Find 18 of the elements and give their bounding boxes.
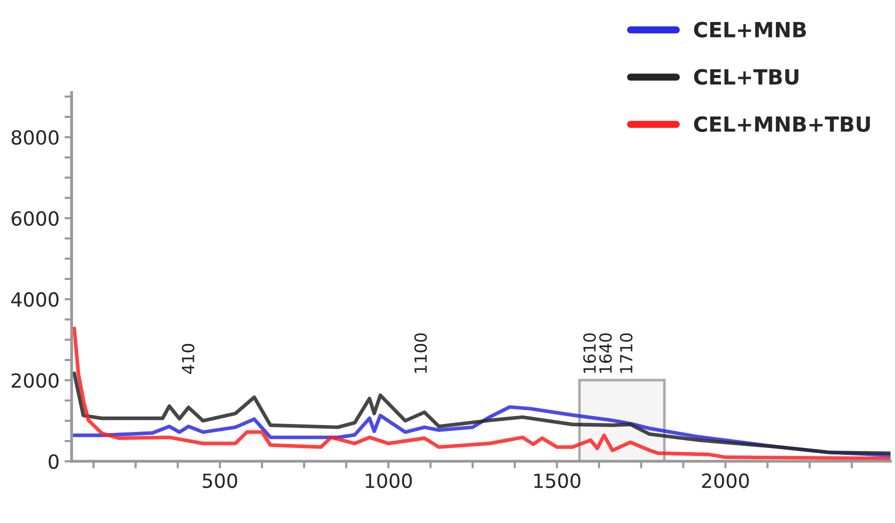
y-tick-label: 4000: [11, 292, 58, 307]
annotation: 1640: [599, 333, 612, 373]
annotation: 410: [182, 344, 194, 374]
y-tick-label: 8000: [12, 130, 58, 145]
y-tick-label: 2000: [12, 373, 58, 388]
x-tick-label: 500: [202, 473, 238, 488]
legend-label: CEL+MNB: [694, 22, 806, 38]
y-tick-label: 0: [48, 454, 59, 469]
legend-label: CEL+TBU: [694, 68, 798, 85]
x-tick-label: 1000: [366, 473, 412, 488]
annotation: 1610: [583, 333, 596, 373]
annotation: 1100: [414, 333, 427, 373]
y-tick-label: 6000: [12, 211, 58, 226]
x-tick-label: 2000: [702, 473, 749, 488]
x-tick-label: 1500: [534, 473, 580, 488]
legend-label: CEL+MNB+TBU: [694, 116, 870, 132]
annotation: 1710: [620, 333, 632, 373]
line-series: [72, 326, 891, 460]
